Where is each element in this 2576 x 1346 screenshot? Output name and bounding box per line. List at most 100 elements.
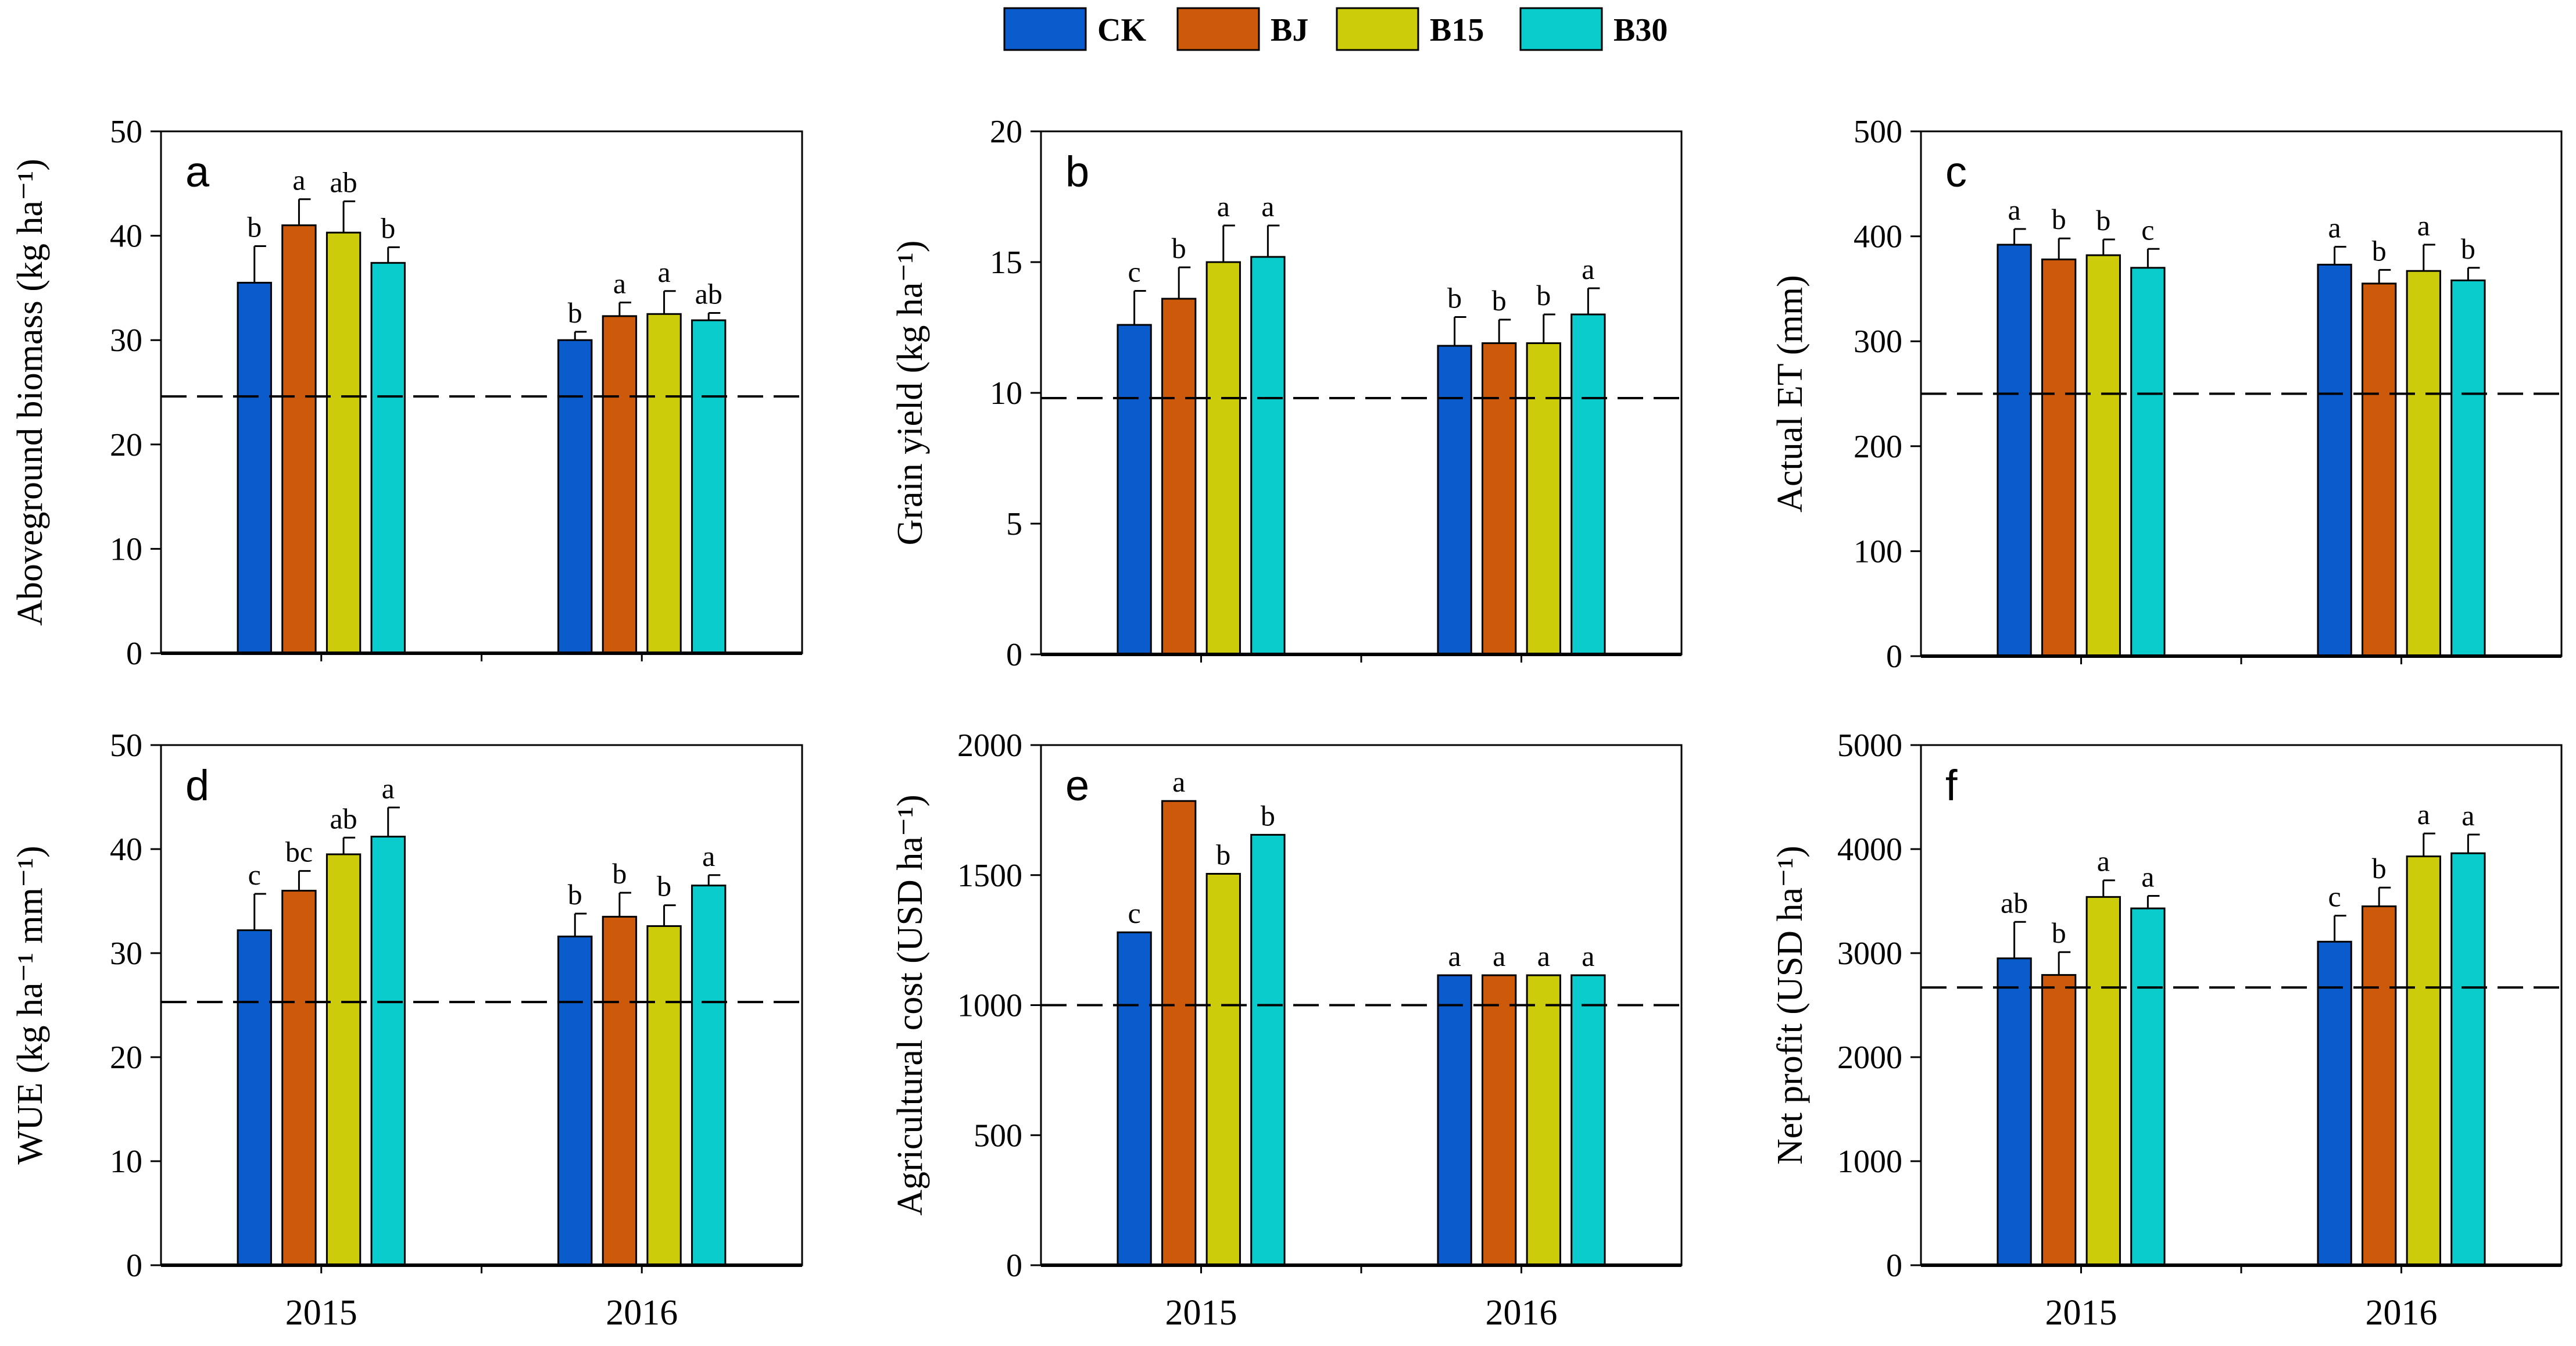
y-axis-label: WUE (kg ha⁻¹ mm⁻¹) [10,846,50,1165]
significance-label: a [2097,845,2110,878]
significance-label: a [1217,190,1230,223]
bar-bj-2016 [1482,342,1517,656]
y-tick-label: 0 [1886,1248,1902,1284]
significance-label: a [1537,940,1550,972]
significance-label: b [568,878,582,911]
y-tick-label: 5 [1006,506,1022,542]
significance-label: a [1582,253,1594,285]
bar-b15-2016 [2406,270,2441,657]
bar-bj-2016 [2362,282,2397,657]
significance-label: b [381,212,395,244]
x-category-label: 2016 [1486,1293,1558,1333]
bar-b15-2015 [1205,873,1241,1266]
significance-label: a [1261,190,1274,223]
significance-label: b [1261,799,1275,832]
significance-label: b [2372,852,2387,885]
y-tick-label: 20 [110,1040,142,1076]
significance-label: a [1582,940,1594,972]
significance-label: a [1172,765,1185,798]
bar-ck-2016 [1437,345,1472,656]
bar-ck-2015 [1117,324,1152,656]
y-axis-label: Agricultural cost (USD ha⁻¹) [890,794,930,1216]
panel-f: 0 1000 2000 3000 4000 5000 Net profit (USD ha⁻… [1770,728,2563,1333]
y-tick-label: 40 [110,832,142,868]
significance-label: a [2417,209,2430,242]
y-tick-label: 0 [126,636,142,672]
panel-letter: e [1065,761,1089,810]
significance-label: c [248,858,261,891]
y-tick-label: 0 [1006,1248,1022,1284]
significance-label: b [1172,232,1186,264]
y-tick-label: 500 [974,1118,1022,1154]
bar-b15-2016 [646,313,682,654]
bar-b30-2016 [1570,313,1606,656]
x-category-label: 2015 [1165,1293,1237,1333]
y-tick-label: 30 [110,936,142,972]
legend-swatch-ck [1003,7,1087,51]
y-axis-label: Net profit (USD ha⁻¹) [1770,846,1810,1165]
significance-label: b [657,870,671,903]
significance-label: b [1492,284,1507,317]
y-tick-label: 500 [1854,114,1902,150]
significance-label: a [702,840,715,872]
bar-ck-2015 [1997,244,2032,657]
legend-swatch-bj [1176,7,1260,51]
y-axis-label: Actual ET (mm) [1770,275,1810,513]
panel-a: 0 10 20 30 40 50 Aboveground biomass (kg ha⁻¹)… [10,114,803,672]
y-tick-label: 2000 [1837,1040,1902,1076]
bar-b30-2015 [2130,267,2166,657]
significance-label: b [612,857,627,890]
significance-label: a [382,772,395,804]
y-tick-label: 1000 [1837,1144,1902,1180]
x-category-label: 2016 [2366,1293,2438,1333]
bar-ck-2015 [237,281,272,654]
legend-label-b15: B15 [1430,12,1484,48]
significance-label: a [2141,861,2154,893]
legend-label-b30: B30 [1613,12,1668,48]
bar-ck-2016 [2317,263,2352,657]
bar-b15-2016 [646,925,682,1266]
significance-label: b [1216,839,1230,871]
bar-b15-2015 [325,853,362,1266]
significance-label: c [1128,256,1141,288]
bar-b30-2016 [2450,852,2486,1266]
y-tick-label: 2000 [957,728,1022,764]
x-category-label: 2016 [606,1293,678,1333]
bar-ck-2016 [2317,940,2352,1266]
bar-b30-2015 [1250,256,1286,656]
bar-bj-2015 [1161,298,1197,656]
x-category-label: 2015 [285,1293,357,1333]
significance-label: a [2461,799,2474,832]
bar-b15-2015 [1205,261,1241,656]
significance-label: a [2417,798,2430,830]
significance-label: ab [330,802,357,835]
bar-b30-2016 [691,319,727,654]
y-tick-label: 5000 [1837,728,1902,764]
panel-letter: d [185,761,209,810]
y-tick-label: 1000 [957,988,1022,1024]
significance-label: b [2052,917,2066,949]
y-tick-label: 400 [1854,219,1902,255]
y-tick-label: 20 [110,427,142,463]
bar-b15-2015 [2085,896,2121,1266]
bar-bj-2016 [1482,974,1517,1266]
y-tick-label: 0 [126,1248,142,1284]
significance-label: b [2372,234,2387,267]
bar-ck-2016 [557,935,593,1266]
significance-label: b [568,296,582,329]
y-tick-label: 50 [110,728,142,764]
significance-label: c [2141,213,2154,246]
y-tick-label: 15 [990,245,1022,281]
significance-label: a [613,267,626,300]
bar-ck-2015 [1117,931,1152,1266]
y-tick-label: 10 [990,375,1022,411]
bar-b30-2016 [2450,279,2486,657]
significance-label: a [1493,940,1505,972]
bar-b30-2016 [691,885,727,1266]
legend-swatch-b15 [1336,7,1419,51]
significance-label: c [2328,880,2341,913]
significance-label: b [247,211,262,244]
bar-bj-2015 [281,224,317,654]
